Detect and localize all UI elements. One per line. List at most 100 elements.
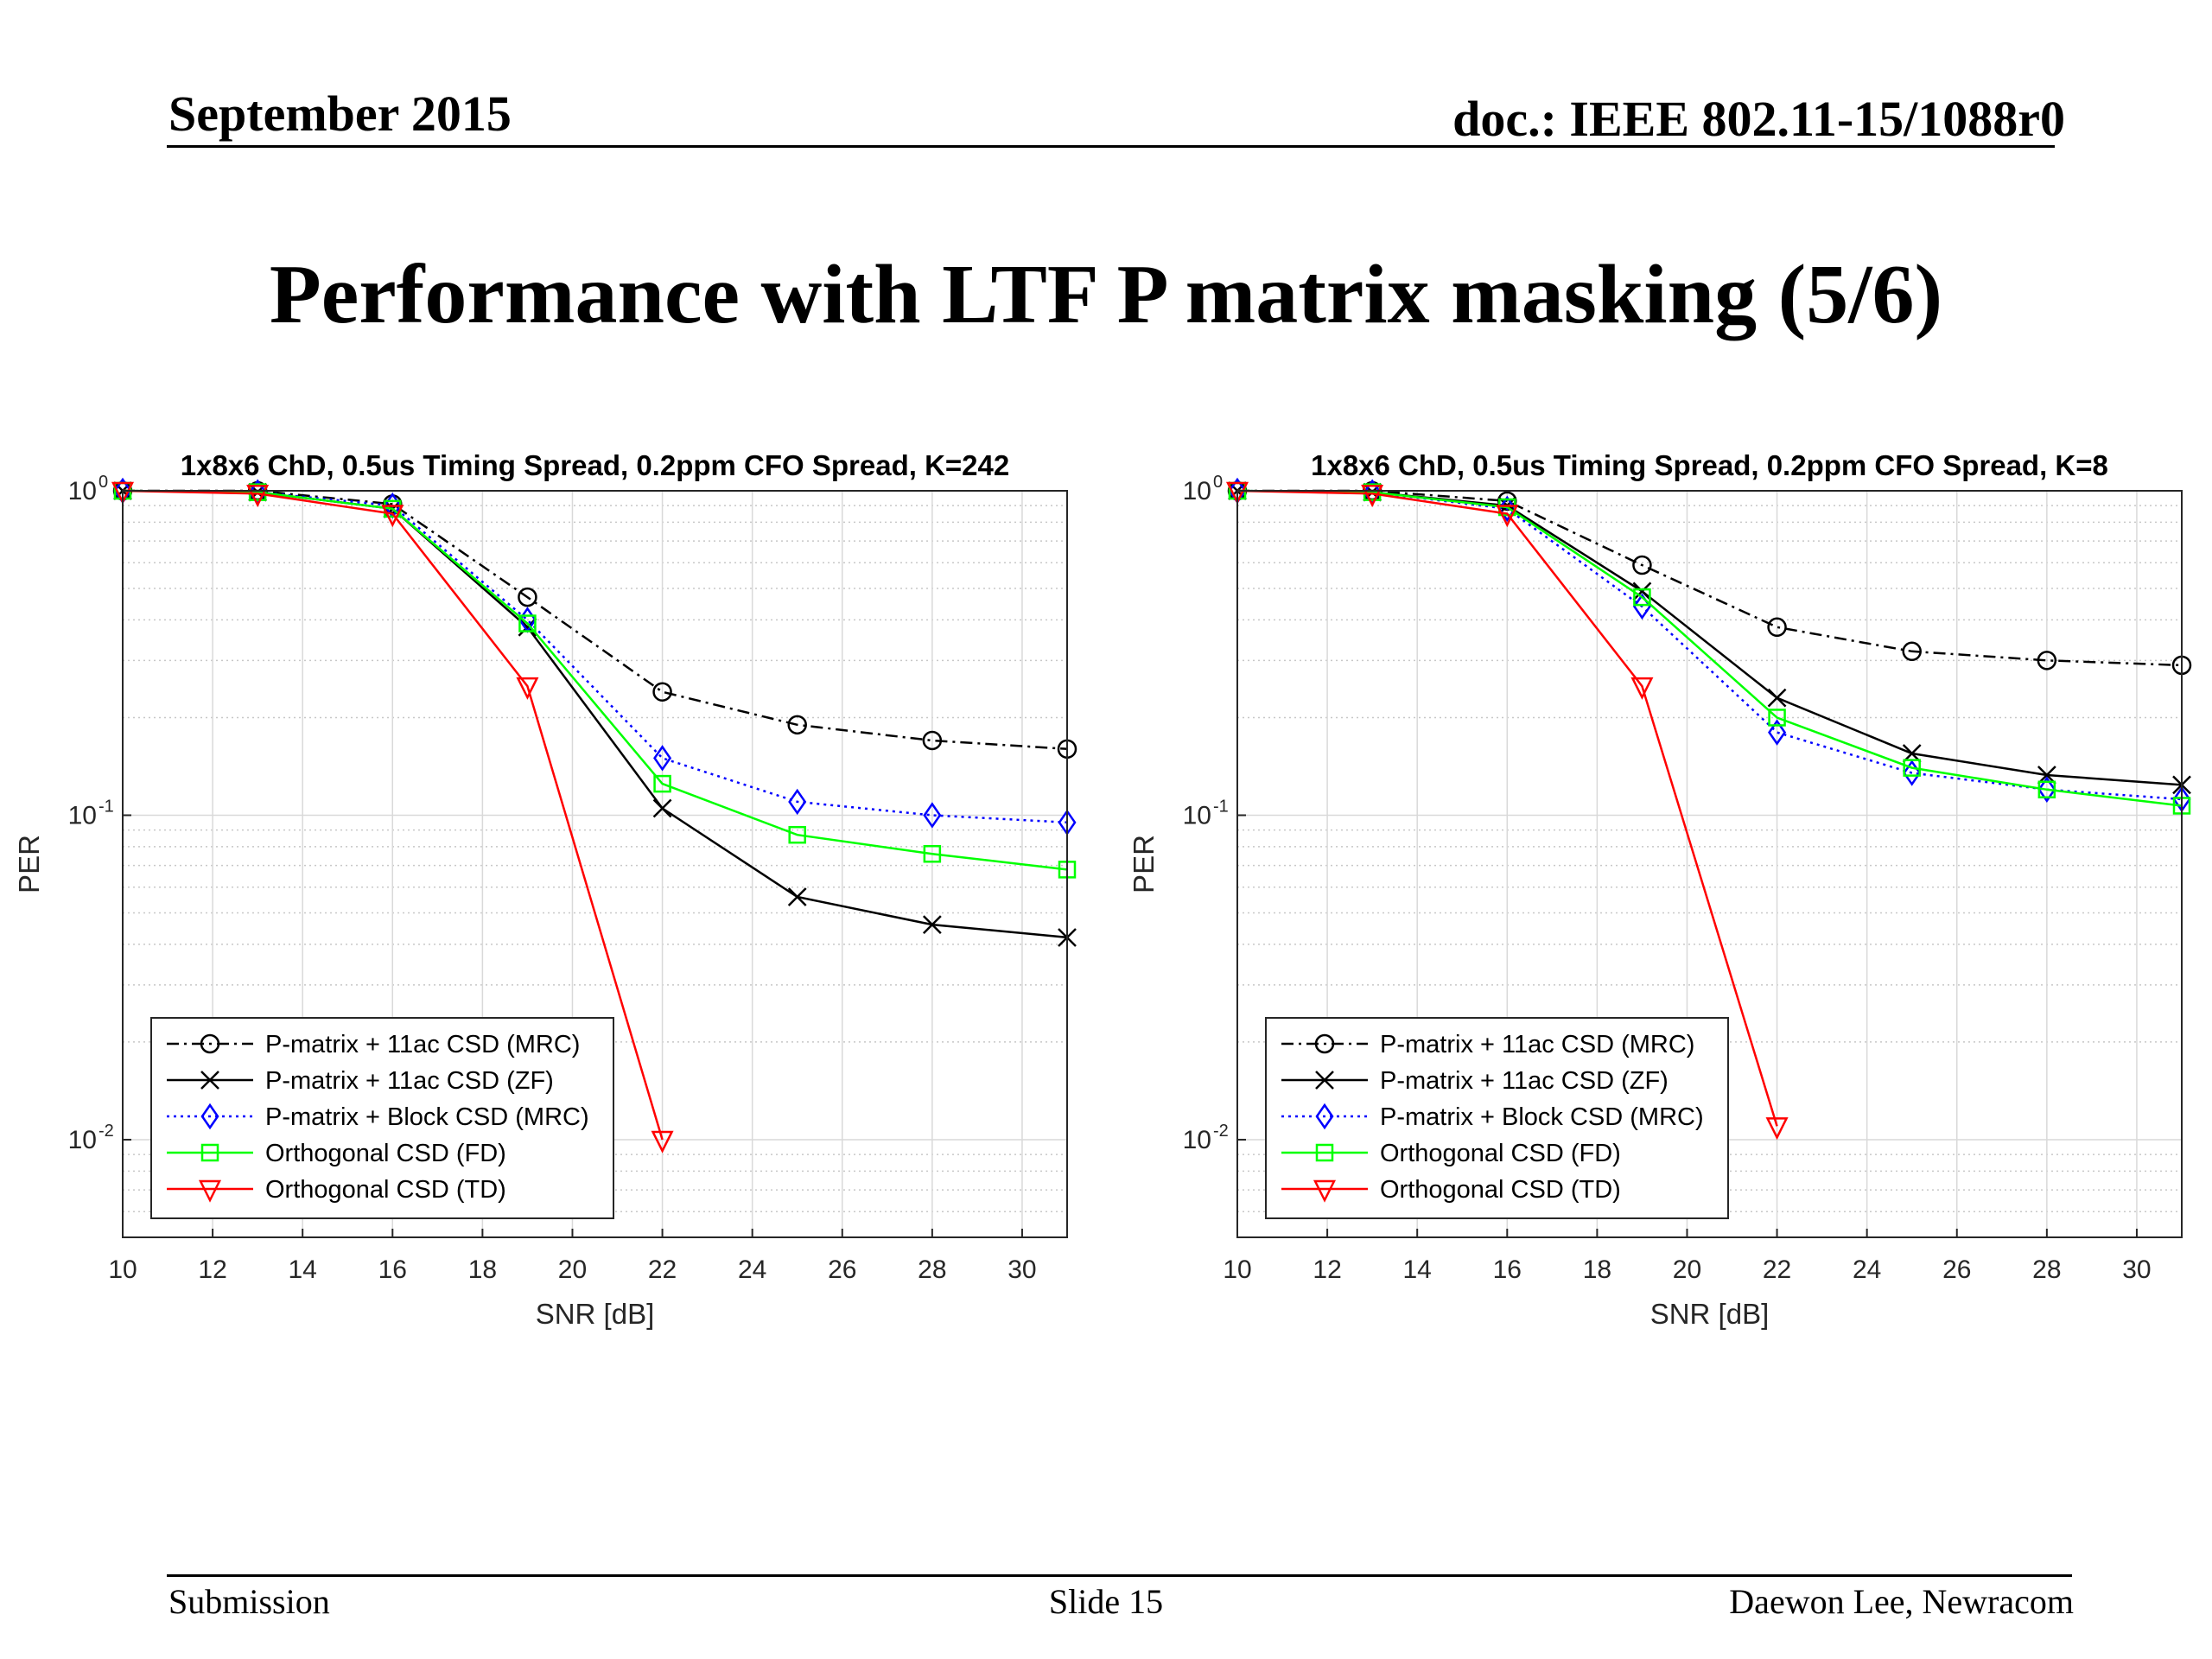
data-point <box>923 844 942 863</box>
y-tick-label-exponent: 0 <box>99 473 108 492</box>
footer-submission: Submission <box>168 1582 330 1621</box>
legend-box <box>150 1017 614 1219</box>
legend-entry-label: P-matrix + Block CSD (MRC) <box>265 1103 589 1131</box>
x-tick-label: 18 <box>1583 1255 1611 1284</box>
data-point <box>248 483 267 501</box>
y-tick-label: 10 <box>1183 477 1211 505</box>
x-tick-label: 14 <box>289 1255 317 1284</box>
legend-entry-label: P-matrix + Block CSD (MRC) <box>1380 1103 1704 1131</box>
data-point <box>1361 485 1384 508</box>
y-tick-label: 10 <box>68 1126 97 1154</box>
data-point <box>1902 641 1922 662</box>
x-axis-label: SNR [dB] <box>1650 1298 1770 1330</box>
legend: P-matrix + 11ac CSD (MRC) P-matrix + 11ac… <box>150 1017 614 1219</box>
data-point <box>111 481 135 505</box>
y-tick-label-exponent: -2 <box>99 1122 114 1141</box>
x-tick-label: 24 <box>738 1255 766 1284</box>
y-tick-label: 10 <box>68 477 97 505</box>
data-point <box>653 774 671 793</box>
x-tick-label: 16 <box>378 1255 407 1284</box>
x-tick-label: 26 <box>1942 1255 1971 1284</box>
x-tick-label: 30 <box>1007 1255 1036 1284</box>
data-point <box>787 715 807 735</box>
data-point <box>2037 651 2057 671</box>
data-point <box>518 614 537 632</box>
x-axis-label: SNR [dB] <box>536 1298 655 1330</box>
data-point <box>1630 677 1654 700</box>
data-point <box>922 730 943 751</box>
data-point <box>1496 505 1519 528</box>
data-point <box>1768 709 1786 727</box>
data-point <box>246 485 270 508</box>
series-line <box>122 489 664 1141</box>
legend-entry-label: Orthogonal CSD (FD) <box>1380 1140 1621 1167</box>
data-point <box>1767 688 1787 708</box>
y-tick-label-exponent: -1 <box>99 797 114 816</box>
data-point <box>652 682 672 702</box>
y-tick-label: 10 <box>1183 1126 1211 1154</box>
x-tick-label: 12 <box>1313 1255 1341 1284</box>
data-point <box>1632 555 1652 575</box>
data-point <box>788 825 806 844</box>
header-rule <box>167 145 2055 148</box>
x-tick-label: 10 <box>1223 1255 1251 1284</box>
x-tick-label: 28 <box>2032 1255 2061 1284</box>
y-tick-label-exponent: -2 <box>1213 1122 1229 1141</box>
x-tick-label: 30 <box>2122 1255 2151 1284</box>
plot-frame <box>122 490 1068 1238</box>
series-4 <box>1228 481 2191 815</box>
legend-swatch-marker <box>200 1103 219 1130</box>
legend-swatch-marker <box>1315 1143 1334 1162</box>
legend: P-matrix + 11ac CSD (MRC) P-matrix + 11ac… <box>1265 1017 1729 1219</box>
data-point <box>518 587 537 607</box>
legend-swatch-marker <box>200 1033 220 1054</box>
x-tick-label: 16 <box>1493 1255 1522 1284</box>
data-point <box>1363 483 1382 501</box>
y-tick-label-exponent: -1 <box>1213 797 1229 816</box>
x-tick-label: 12 <box>198 1255 226 1284</box>
legend-swatch-marker <box>1313 1179 1337 1203</box>
footer-author: Daewon Lee, Newracom <box>1729 1582 2074 1621</box>
y-axis-label: PER <box>1128 835 1160 893</box>
data-point <box>652 798 672 818</box>
legend-entry-label: Orthogonal CSD (FD) <box>265 1140 506 1167</box>
data-point <box>923 802 942 829</box>
data-point <box>1767 617 1787 638</box>
legend-swatch-marker <box>200 1143 219 1162</box>
x-tick-label: 26 <box>828 1255 856 1284</box>
data-point <box>1633 588 1651 607</box>
legend-entry-label: P-matrix + 11ac CSD (MRC) <box>265 1031 580 1058</box>
x-tick-label: 22 <box>648 1255 677 1284</box>
data-point <box>922 915 942 934</box>
legend-swatch-marker <box>1315 1071 1334 1090</box>
x-tick-label: 20 <box>1673 1255 1701 1284</box>
data-point <box>2037 780 2056 799</box>
data-point <box>1225 481 1249 505</box>
series-line <box>122 489 1068 871</box>
x-tick-label: 24 <box>1853 1255 1881 1284</box>
plot-frame <box>1236 490 2183 1238</box>
legend-swatch-marker <box>198 1179 222 1203</box>
slide-title: Performance with LTF P matrix masking (5… <box>269 248 1943 341</box>
data-point <box>516 677 539 700</box>
data-point <box>1632 582 1652 601</box>
y-tick-label-exponent: 0 <box>1213 473 1223 492</box>
legend-swatch-marker <box>200 1071 219 1090</box>
data-point <box>1903 759 1921 777</box>
legend-entry-label: P-matrix + 11ac CSD (ZF) <box>1380 1067 1669 1095</box>
data-point <box>2037 776 2056 803</box>
legend-entry-label: P-matrix + 11ac CSD (ZF) <box>265 1067 554 1095</box>
data-point <box>1768 719 1787 746</box>
legend-box <box>1265 1017 1729 1219</box>
data-point <box>653 745 672 772</box>
x-tick-label: 20 <box>558 1255 587 1284</box>
legend-entry-label: Orthogonal CSD (TD) <box>265 1176 506 1204</box>
footer-rule <box>167 1574 2072 1577</box>
chart-title: 1x8x6 ChD, 0.5us Timing Spread, 0.2ppm C… <box>181 449 1009 481</box>
legend-entry-label: P-matrix + 11ac CSD (MRC) <box>1380 1031 1694 1058</box>
series-line <box>1236 489 2183 807</box>
series-line <box>1236 489 1778 1127</box>
footer-slide-number: Slide 15 <box>1048 1582 1164 1621</box>
